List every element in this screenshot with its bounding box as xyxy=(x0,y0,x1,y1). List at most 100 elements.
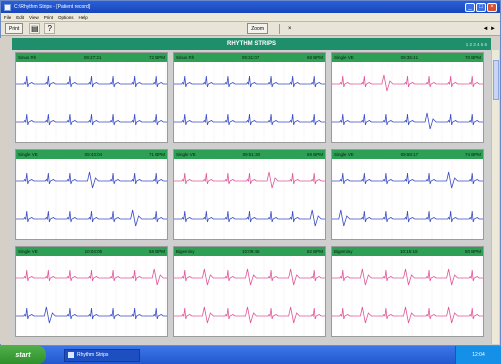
strip-label: Bigeminy xyxy=(334,249,353,254)
strip-rate: 70 BPM xyxy=(464,55,481,60)
strip-label: Single VE xyxy=(334,55,354,60)
banner-title: RHYTHM STRIPS xyxy=(226,41,276,47)
rhythm-strip-panel[interactable]: Single VE 09:58:17 74 BPM xyxy=(331,149,484,240)
strip-grid: Sinus Rh 09:27:21 72 BPM Sinus Rh 09:31:07 68… xyxy=(12,50,491,344)
ecg-trace xyxy=(16,62,167,142)
rhythm-strip-panel[interactable]: Sinus Rh 09:27:21 72 BPM xyxy=(15,52,168,143)
taskbar-item-label: Rhythm Strips xyxy=(77,352,109,358)
ecg-trace xyxy=(174,62,325,142)
ecg-lead-2 xyxy=(174,209,325,227)
strip-header: Bigeminy 10:09:46 82 BPM xyxy=(174,247,325,256)
menu-options[interactable]: Options xyxy=(57,14,74,20)
ecg-lead-2 xyxy=(174,113,325,126)
rhythm-strip-panel[interactable]: Bigeminy 10:09:46 82 BPM xyxy=(173,246,326,337)
strip-label: Single VE xyxy=(18,152,38,157)
strip-rate: 74 BPM xyxy=(464,152,481,157)
ecg-lead-1 xyxy=(332,268,483,286)
strip-time: 09:35:41 xyxy=(400,55,419,60)
maximize-button[interactable]: □ xyxy=(476,2,486,12)
ecg-lead-1 xyxy=(332,171,483,189)
page-banner: RHYTHM STRIPS 1 2 3 4 5 6 xyxy=(12,38,491,50)
strip-label: Sinus Rh xyxy=(176,55,195,60)
strip-label: Bigeminy xyxy=(176,249,195,254)
strip-header: Single VE 09:35:41 70 BPM xyxy=(332,53,483,62)
rhythm-strip-panel[interactable]: Single VE 09:43:04 71 BPM xyxy=(15,149,168,240)
ecg-lead-2 xyxy=(16,113,167,126)
printer-icon[interactable]: ▤ xyxy=(29,23,41,34)
ecg-lead-1 xyxy=(174,268,325,286)
ecg-lead-1 xyxy=(332,74,483,92)
strip-header: Sinus Rh 09:27:21 72 BPM xyxy=(16,53,167,62)
help-icon[interactable]: ? xyxy=(44,23,56,34)
strip-time: 10:15:19 xyxy=(399,249,418,254)
ecg-lead-1 xyxy=(16,268,167,286)
toolbar: Print ▤ ? Zoom × ◄ ► xyxy=(1,22,500,36)
taskbar: start Rhythm Strips 12:04 xyxy=(0,346,501,364)
title-bar: C:\Rhythm Strips - [Patient record] _ □ … xyxy=(1,1,500,13)
strip-header: Single VE 10:04:05 68 BPM xyxy=(16,247,167,256)
ecg-lead-2 xyxy=(332,209,483,227)
ecg-lead-2 xyxy=(332,112,483,130)
ecg-lead-2 xyxy=(174,306,325,324)
minimize-button[interactable]: _ xyxy=(465,2,475,12)
menu-print[interactable]: Print xyxy=(43,14,53,20)
ecg-lead-2 xyxy=(16,209,167,227)
strip-header: Bigeminy 10:15:19 80 BPM xyxy=(332,247,483,256)
menu-view[interactable]: View xyxy=(29,14,39,20)
menu-bar: File Edit View Print Options Help xyxy=(1,13,500,22)
ecg-trace xyxy=(16,159,167,239)
ecg-trace xyxy=(332,159,483,239)
zoom-button[interactable]: Zoom xyxy=(247,23,268,34)
ecg-trace xyxy=(174,256,325,336)
ecg-trace xyxy=(174,159,325,239)
strip-label: Single VE xyxy=(334,152,354,157)
close-button[interactable]: × xyxy=(487,2,497,12)
app-icon xyxy=(4,3,11,11)
rhythm-strip-panel[interactable]: Single VE 09:35:41 70 BPM xyxy=(331,52,484,143)
strip-time: 10:04:05 xyxy=(84,249,103,254)
strip-rate: 82 BPM xyxy=(306,249,323,254)
ecg-trace xyxy=(332,256,483,336)
strip-time: 09:51:30 xyxy=(242,152,261,157)
menu-help[interactable]: Help xyxy=(78,14,88,20)
left-gutter xyxy=(0,38,12,344)
strip-rate: 71 BPM xyxy=(148,152,165,157)
nav-arrows[interactable]: ◄ ► xyxy=(482,25,496,32)
scrollbar-thumb[interactable] xyxy=(493,60,499,100)
ecg-lead-1 xyxy=(174,171,325,189)
rhythm-strip-panel[interactable]: Bigeminy 10:15:19 80 BPM xyxy=(331,246,484,337)
ecg-lead-1 xyxy=(16,171,167,189)
strip-rate: 68 BPM xyxy=(306,55,323,60)
taskbar-item[interactable]: Rhythm Strips xyxy=(64,348,140,362)
window-title: C:\Rhythm Strips - [Patient record] xyxy=(14,4,91,10)
strip-rate: 69 BPM xyxy=(306,152,323,157)
strip-header: Single VE 09:43:04 71 BPM xyxy=(16,150,167,159)
vertical-scrollbar[interactable] xyxy=(491,50,499,344)
strip-time: 09:43:04 xyxy=(84,152,103,157)
strip-time: 09:27:21 xyxy=(83,55,102,60)
start-button[interactable]: start xyxy=(0,346,46,364)
strip-time: 10:09:46 xyxy=(241,249,260,254)
ecg-trace xyxy=(332,62,483,142)
ecg-trace xyxy=(16,256,167,336)
strip-rate: 72 BPM xyxy=(148,55,165,60)
strip-time: 09:31:07 xyxy=(241,55,260,60)
print-button[interactable]: Print xyxy=(5,23,24,34)
menu-edit[interactable]: Edit xyxy=(16,14,25,20)
strip-label: Sinus Rh xyxy=(18,55,37,60)
strip-label: Single VE xyxy=(176,152,196,157)
strip-header: Single VE 09:58:17 74 BPM xyxy=(332,150,483,159)
rhythm-strip-panel[interactable]: Single VE 09:51:30 69 BPM xyxy=(173,149,326,240)
page-selector[interactable]: 1 2 3 4 5 6 xyxy=(465,41,487,47)
rhythm-strip-panel[interactable]: Sinus Rh 09:31:07 68 BPM xyxy=(173,52,326,143)
system-tray-clock: 12:04 xyxy=(455,346,501,364)
strip-rate: 80 BPM xyxy=(464,249,481,254)
toolbar-close-button[interactable]: × xyxy=(288,25,292,32)
strip-time: 09:58:17 xyxy=(400,152,419,157)
menu-file[interactable]: File xyxy=(4,14,12,20)
toolbar-separator xyxy=(279,23,280,34)
rhythm-strip-panel[interactable]: Single VE 10:04:05 68 BPM xyxy=(15,246,168,337)
ecg-lead-1 xyxy=(174,75,325,88)
strip-header: Single VE 09:51:30 69 BPM xyxy=(174,150,325,159)
ecg-lead-2 xyxy=(332,306,483,324)
